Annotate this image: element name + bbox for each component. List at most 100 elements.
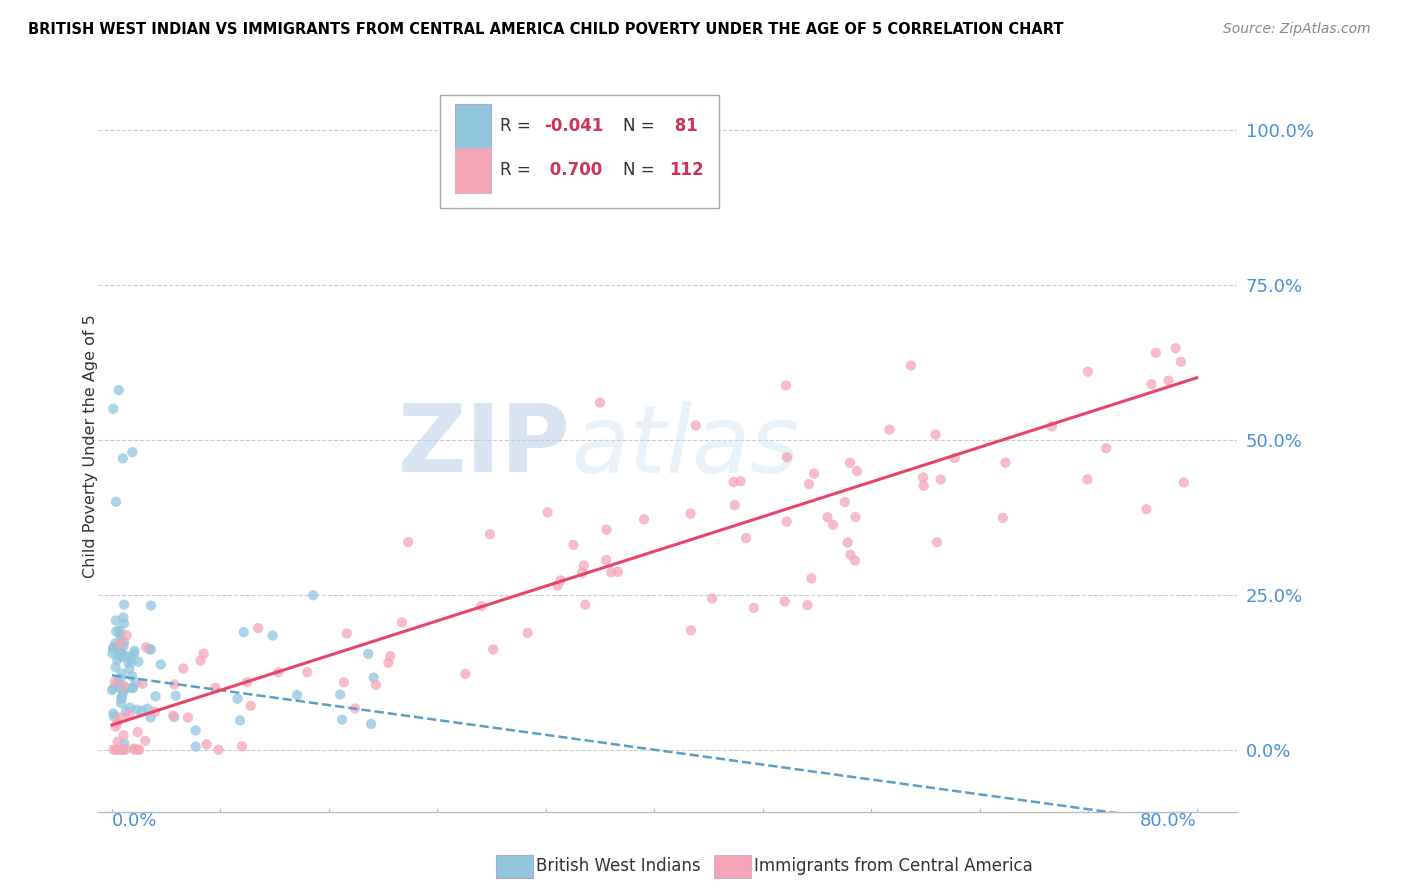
Point <box>105 743 128 757</box>
Point <box>101 683 124 698</box>
Point <box>562 538 585 552</box>
Point <box>112 679 135 693</box>
Point <box>121 681 143 696</box>
Point <box>139 599 162 613</box>
Point <box>333 675 356 690</box>
Point <box>131 677 153 691</box>
Point <box>111 743 134 757</box>
Point <box>1040 419 1063 434</box>
Point <box>924 427 946 442</box>
Point <box>231 739 253 754</box>
Point <box>571 566 593 580</box>
Point <box>131 704 153 718</box>
Point <box>112 635 135 649</box>
Text: R =: R = <box>501 161 537 179</box>
Point <box>247 621 270 635</box>
Point <box>163 677 186 691</box>
Point <box>127 725 149 739</box>
Point <box>735 531 758 545</box>
Point <box>110 691 132 706</box>
Point <box>103 401 125 416</box>
Point <box>606 565 628 579</box>
Point <box>105 653 128 667</box>
Point <box>108 680 131 694</box>
Point <box>846 464 869 478</box>
Point <box>125 675 148 690</box>
Point <box>172 661 194 675</box>
Point <box>107 675 129 690</box>
Point <box>103 640 125 655</box>
Point <box>112 610 135 624</box>
FancyBboxPatch shape <box>456 103 491 149</box>
Point <box>184 723 207 738</box>
Point <box>124 644 146 658</box>
Point <box>163 710 186 724</box>
Point <box>115 681 138 696</box>
Text: 81: 81 <box>669 118 697 136</box>
Point <box>925 535 948 549</box>
Text: 80.0%: 80.0% <box>1140 812 1197 830</box>
Point <box>149 657 172 672</box>
Point <box>128 743 150 757</box>
Point <box>454 666 477 681</box>
Point <box>550 574 572 588</box>
Point <box>723 475 745 489</box>
Point <box>108 710 131 724</box>
Y-axis label: Child Poverty Under the Age of 5: Child Poverty Under the Age of 5 <box>83 314 97 578</box>
Point <box>796 598 818 612</box>
Point <box>103 709 125 723</box>
Point <box>104 660 127 674</box>
Point <box>360 717 382 731</box>
Point <box>297 665 319 680</box>
Point <box>837 535 859 549</box>
Point <box>547 578 569 592</box>
Point <box>112 616 135 631</box>
Point <box>776 515 799 529</box>
Point <box>143 705 166 719</box>
Point <box>122 741 145 756</box>
Point <box>1164 341 1187 355</box>
Point <box>118 708 141 723</box>
Point <box>101 641 124 656</box>
Point <box>110 637 132 651</box>
Point <box>127 743 149 757</box>
Point <box>112 640 135 654</box>
Point <box>516 626 538 640</box>
Point <box>105 495 128 509</box>
Point <box>125 703 148 717</box>
Point <box>124 743 146 757</box>
Point <box>111 666 134 681</box>
Point <box>108 623 131 637</box>
Point <box>110 672 132 686</box>
Point <box>482 642 505 657</box>
Point <box>879 423 901 437</box>
Point <box>834 495 856 509</box>
Point <box>122 681 145 695</box>
Point <box>536 505 558 519</box>
Point <box>105 743 128 757</box>
Point <box>121 445 143 459</box>
Point <box>302 588 325 602</box>
Text: 112: 112 <box>669 161 703 179</box>
Point <box>742 600 765 615</box>
FancyBboxPatch shape <box>456 147 491 193</box>
Point <box>1173 475 1195 490</box>
Point <box>127 655 149 669</box>
Text: atlas: atlas <box>571 401 799 491</box>
Point <box>344 701 367 715</box>
Point <box>994 456 1017 470</box>
Text: British West Indians: British West Indians <box>536 857 700 875</box>
Point <box>195 737 218 751</box>
Point <box>139 710 162 724</box>
Point <box>107 383 129 397</box>
Point <box>120 651 142 665</box>
Point <box>110 696 132 710</box>
Point <box>111 649 134 664</box>
Point <box>912 479 935 493</box>
Point <box>134 733 156 747</box>
Point <box>1140 377 1163 392</box>
Point <box>105 715 128 730</box>
Point <box>115 649 138 664</box>
Point <box>943 451 966 466</box>
Point <box>377 656 399 670</box>
